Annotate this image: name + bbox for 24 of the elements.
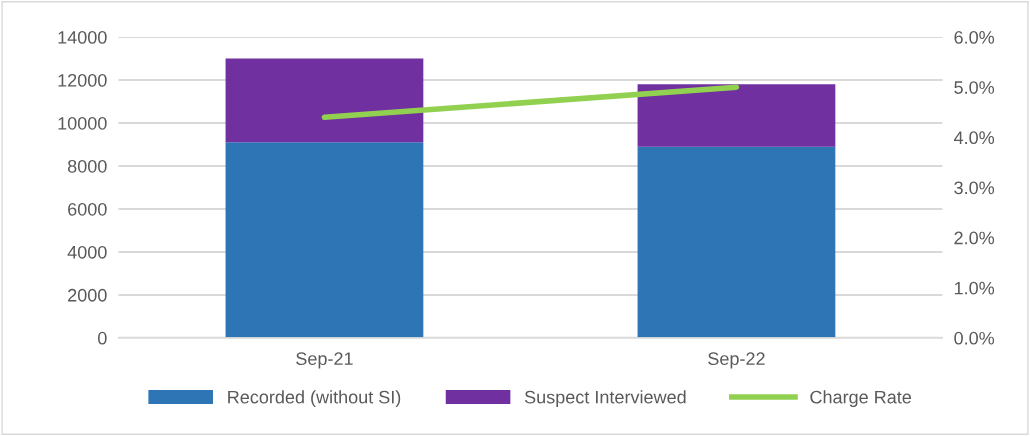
y-tick-label: 4000 <box>67 245 107 259</box>
y-tick-label: 14000 <box>58 30 107 44</box>
y-tick-label: 10000 <box>58 116 107 130</box>
y2-tick-label: 5.0% <box>954 81 995 94</box>
x-tick-label: Sep-22 <box>708 352 765 369</box>
y-tick-label: 2000 <box>68 288 107 302</box>
legend-label: Charge Rate <box>810 390 912 408</box>
x-tick-label: Sep-21 <box>296 352 353 369</box>
y2-tick-label: 6.0% <box>954 30 995 44</box>
legend-label: Recorded (without SI) <box>228 390 401 408</box>
bar <box>225 58 424 143</box>
y-tick-label: 8000 <box>67 159 107 173</box>
y2-tick-label: 4.0% <box>953 131 995 145</box>
bar <box>637 84 836 147</box>
y2-tick-label: 0.0% <box>954 331 995 345</box>
y2-tick-label: 1.0% <box>954 281 995 295</box>
bar <box>225 142 424 338</box>
y-tick-label: 0 <box>98 331 107 345</box>
y2-tick-label: 2.0% <box>954 231 995 245</box>
bar <box>637 146 836 338</box>
y-tick-label: 12000 <box>58 73 107 87</box>
y-tick-label: 6000 <box>68 202 107 216</box>
y2-tick-label: 3.0% <box>954 181 995 195</box>
legend-label: Suspect Interviewed <box>524 390 686 408</box>
